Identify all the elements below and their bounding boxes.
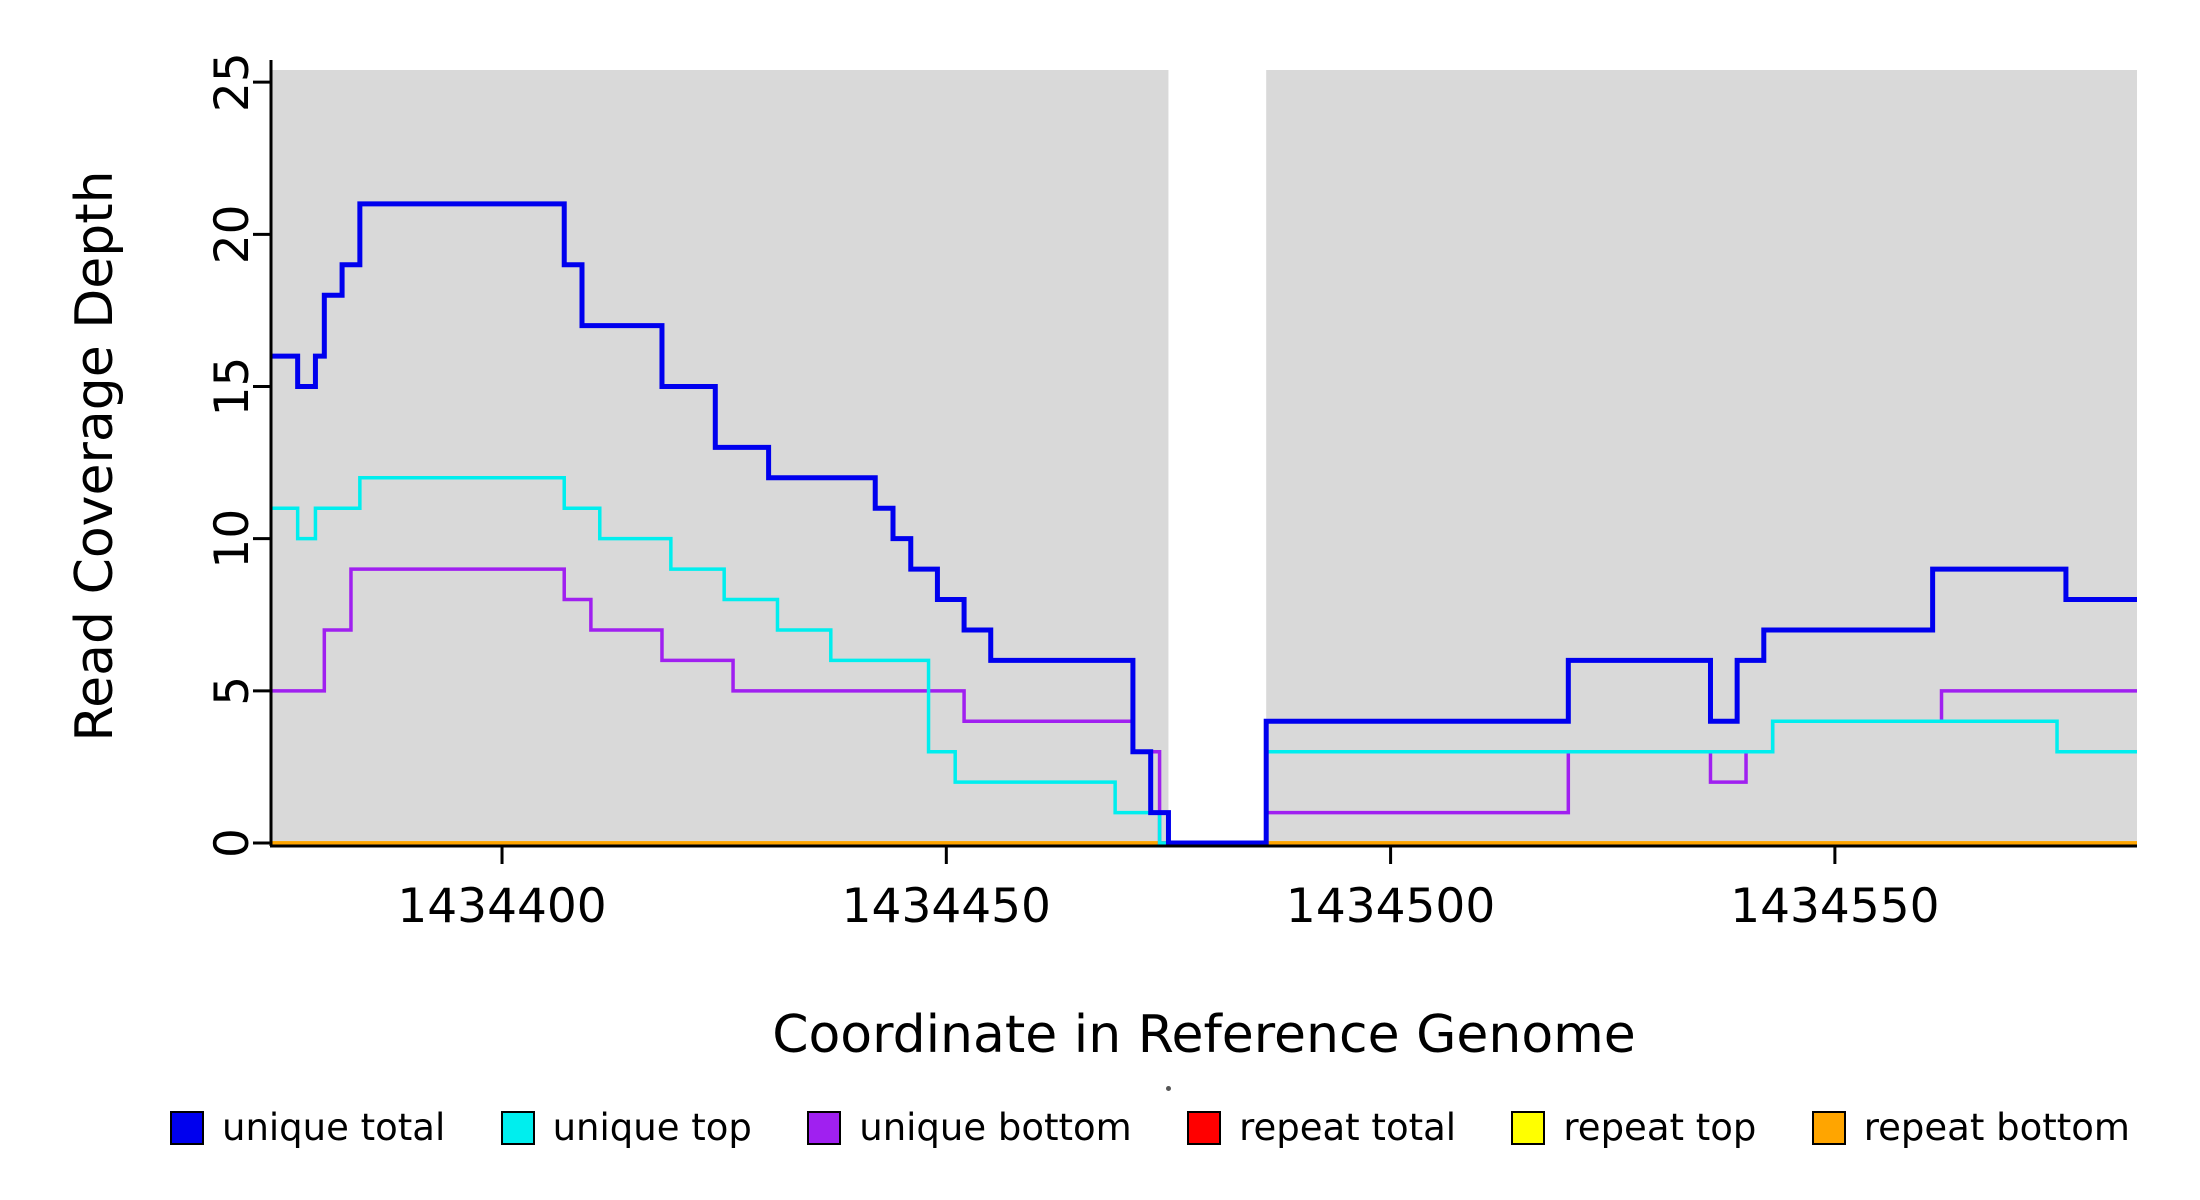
repeat-total-swatch-icon	[1187, 1110, 1222, 1145]
y-tick-label: 25	[205, 52, 260, 112]
stray-dot	[1166, 1086, 1171, 1091]
legend-item-unique-top: unique top	[500, 1106, 752, 1149]
legend-item-repeat-bottom: repeat bottom	[1811, 1106, 2130, 1149]
y-tick-label: 10	[205, 509, 260, 569]
x-tick-label: 1434500	[1286, 879, 1495, 934]
legend-item-unique-bottom: unique bottom	[807, 1106, 1132, 1149]
unique-top-swatch-icon	[500, 1110, 535, 1145]
y-tick-label: 5	[205, 676, 260, 706]
repeat-bottom-swatch-icon	[1811, 1110, 1846, 1145]
x-tick-label: 1434400	[397, 879, 606, 934]
series-unique-total	[271, 201, 2137, 846]
series-group	[271, 201, 2137, 846]
plot-shaded-regions	[271, 70, 2137, 843]
legend: unique total unique top unique bottom re…	[170, 1106, 2130, 1149]
legend-item-repeat-top: repeat top	[1511, 1106, 1756, 1149]
repeat-top-swatch-icon	[1511, 1110, 1546, 1145]
legend-label: unique total	[222, 1106, 446, 1149]
y-tick-label: 0	[205, 828, 260, 858]
legend-label: repeat total	[1239, 1106, 1457, 1149]
unique-bottom-swatch-icon	[807, 1110, 842, 1145]
y-axis-title: Read Coverage Depth	[65, 170, 125, 742]
legend-label: unique bottom	[859, 1106, 1132, 1149]
legend-label: repeat bottom	[1863, 1106, 2130, 1149]
axes	[253, 60, 2137, 864]
x-tick-label: 1434450	[842, 879, 1051, 934]
y-tick-label: 15	[205, 357, 260, 417]
legend-item-unique-total: unique total	[170, 1106, 445, 1149]
legend-label: repeat top	[1563, 1106, 1757, 1149]
legend-label: unique top	[552, 1106, 752, 1149]
x-tick-label: 1434550	[1730, 879, 1939, 934]
y-tick-label: 20	[205, 204, 260, 264]
x-axis-title: Coordinate in Reference Genome	[772, 1005, 1636, 1065]
unique-total-swatch-icon	[170, 1110, 204, 1145]
legend-item-repeat-total: repeat total	[1187, 1106, 1456, 1149]
